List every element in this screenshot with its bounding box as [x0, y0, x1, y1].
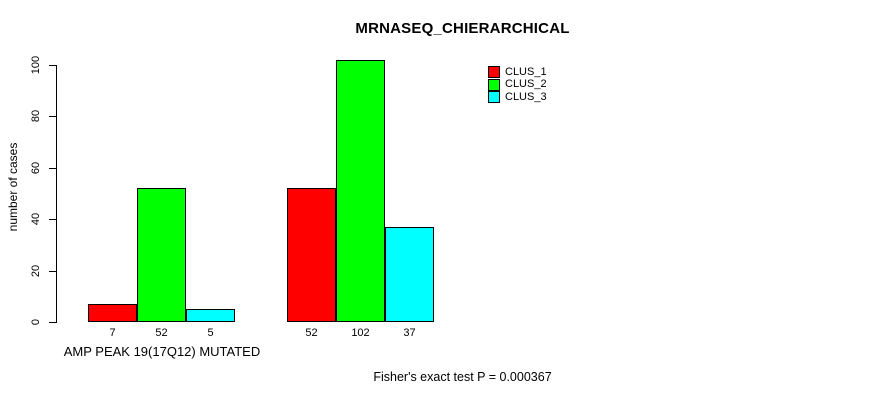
- bar-clus_2-group1: [137, 188, 186, 322]
- bar-value-label: 52: [305, 327, 318, 339]
- bar-value-label: 5: [207, 327, 214, 339]
- y-axis-tick: [49, 271, 57, 272]
- y-axis-tick: [49, 219, 57, 220]
- legend-label: CLUS_2: [505, 78, 547, 91]
- bar-value-label: 7: [109, 327, 116, 339]
- y-axis-tick-label: 0: [30, 318, 42, 326]
- y-axis-tick: [49, 168, 57, 169]
- legend-swatch-clus_1: [488, 66, 500, 79]
- legend-label: CLUS_3: [505, 90, 547, 103]
- bar-clus_3-group2: [385, 227, 434, 322]
- y-axis-tick: [49, 116, 57, 117]
- bar-clus_1-group2: [287, 188, 336, 322]
- y-axis-tick-label: 100: [30, 55, 42, 75]
- y-axis-tick-label: 20: [30, 264, 42, 278]
- y-axis-tick: [49, 322, 57, 323]
- y-axis-line: [56, 65, 57, 323]
- bar-value-label: 52: [155, 327, 168, 339]
- bar-value-label: 37: [403, 327, 416, 339]
- y-axis-tick-label: 80: [30, 109, 42, 123]
- y-axis-tick: [49, 65, 57, 66]
- y-axis-tick-label: 60: [30, 161, 42, 175]
- legend-item-clus_1: CLUS_1: [488, 66, 547, 79]
- bar-clus_2-group2: [336, 60, 385, 322]
- legend-swatch-clus_3: [488, 91, 500, 104]
- y-axis-tick-label: 40: [30, 212, 42, 226]
- fisher-test-annotation: Fisher's exact test P = 0.000367: [373, 370, 552, 384]
- legend-item-clus_2: CLUS_2: [488, 78, 547, 92]
- bar-clus_1-group1: [88, 304, 137, 322]
- x-axis-group-label: AMP PEAK 19(17Q12) MUTATED: [63, 344, 261, 359]
- legend-swatch-clus_2: [488, 78, 500, 91]
- bar-value-label: 102: [351, 327, 370, 339]
- legend-label: CLUS_1: [505, 65, 547, 78]
- bar-clus_3-group1: [186, 309, 235, 322]
- legend: CLUS_1 CLUS_2 CLUS_3: [488, 66, 547, 104]
- legend-item-clus_3: CLUS_3: [488, 91, 547, 104]
- y-axis-title: number of cases: [6, 142, 20, 232]
- chart-title: MRNASEQ_CHIERARCHICAL: [355, 20, 570, 37]
